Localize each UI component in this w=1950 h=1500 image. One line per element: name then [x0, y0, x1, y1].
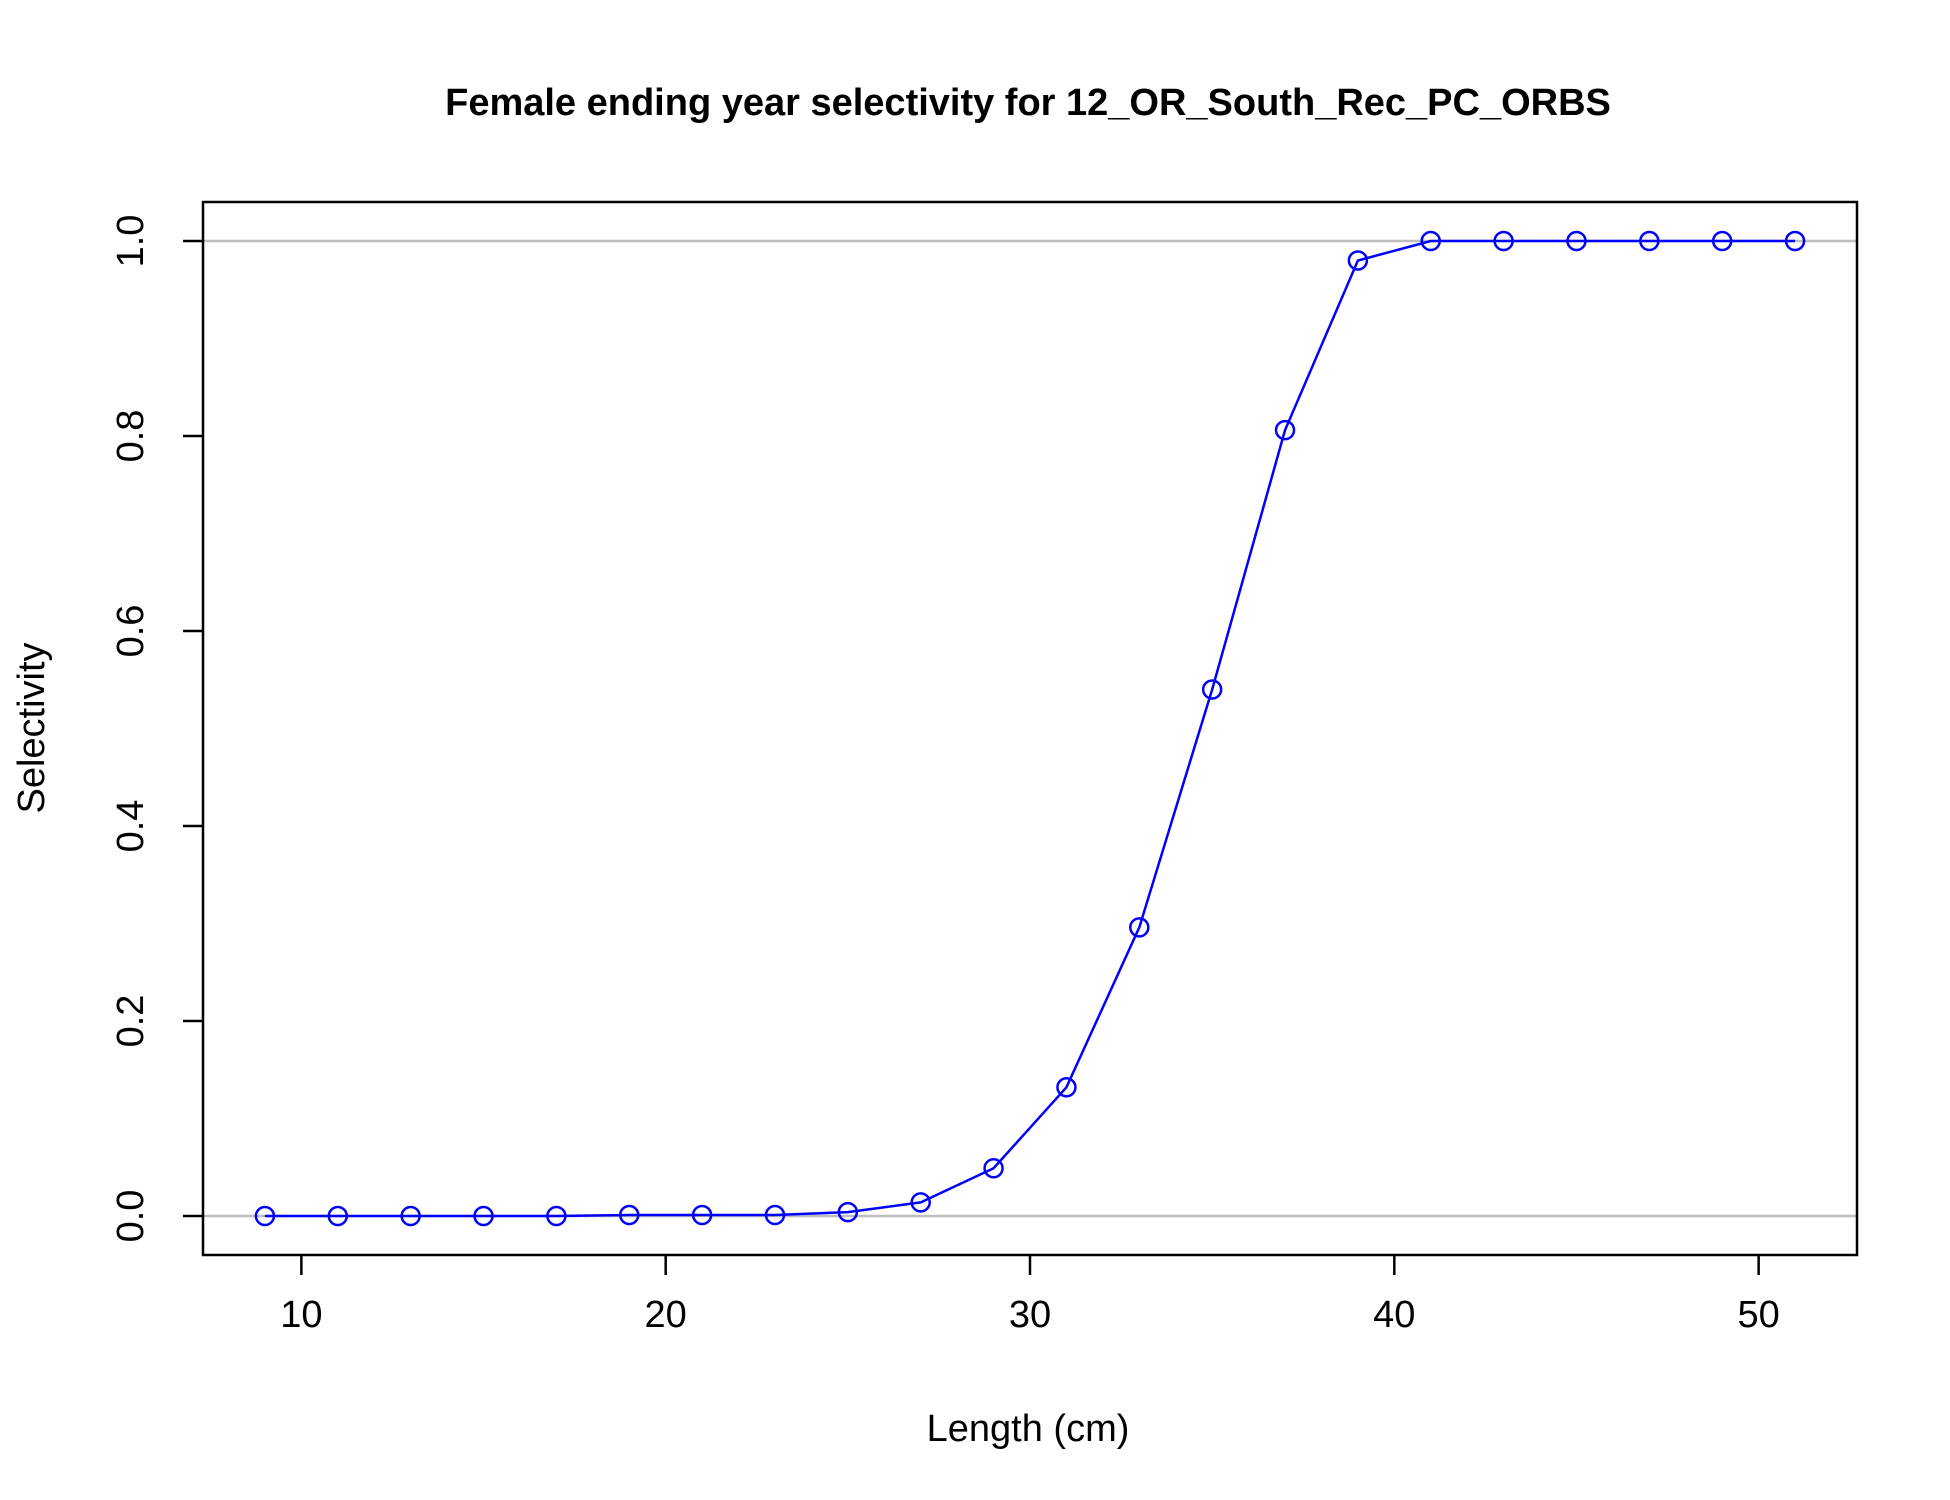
data-point — [764, 1204, 786, 1226]
x-tick-label: 40 — [1373, 1294, 1415, 1336]
x-tick-label: 10 — [280, 1294, 322, 1336]
data-point — [1201, 679, 1223, 700]
y-tick-label: 0.2 — [110, 995, 152, 1048]
data-point — [327, 1205, 349, 1227]
x-tick-label: 20 — [645, 1294, 687, 1336]
x-tick-label: 30 — [1009, 1294, 1051, 1336]
data-point — [691, 1204, 713, 1226]
data-point — [1420, 230, 1441, 252]
x-axis-label: Length (cm) — [927, 1408, 1130, 1450]
data-point — [473, 1205, 494, 1227]
data-point — [400, 1205, 421, 1227]
data-point — [1566, 230, 1587, 252]
data-point — [1056, 1077, 1077, 1098]
data-point — [1639, 230, 1660, 252]
data-point — [1129, 917, 1150, 938]
x-tick-label: 50 — [1737, 1294, 1779, 1336]
data-point — [1347, 250, 1369, 271]
data-point — [254, 1205, 276, 1227]
data-point — [837, 1201, 859, 1223]
series-line — [264, 239, 1796, 1218]
x-axis: 10 20 30 40 50 — [280, 1255, 1780, 1336]
y-tick-label: 1.0 — [110, 215, 152, 268]
data-point — [1493, 230, 1514, 252]
data-point — [983, 1157, 1004, 1179]
data-point — [1784, 230, 1806, 252]
plot-area — [201, 200, 1859, 1257]
y-tick-label: 0.8 — [110, 410, 152, 463]
y-axis-label: Selectivity — [11, 642, 53, 813]
plot-frame — [201, 200, 1859, 1257]
y-axis: 0.0 0.2 0.4 0.6 0.8 1.0 — [110, 215, 203, 1243]
data-point — [546, 1205, 567, 1227]
series-layer — [254, 230, 1806, 1227]
y-tick-label: 0.4 — [110, 800, 152, 853]
y-tick-label: 0.6 — [110, 605, 152, 658]
data-point — [1274, 419, 1296, 441]
reference-lines — [203, 239, 1857, 1218]
data-point — [619, 1204, 640, 1226]
chart-title: Female ending year selectivity for 12_OR… — [445, 82, 1611, 124]
data-point — [910, 1192, 931, 1213]
y-tick-label: 0.0 — [110, 1190, 152, 1243]
data-point — [1711, 230, 1733, 252]
